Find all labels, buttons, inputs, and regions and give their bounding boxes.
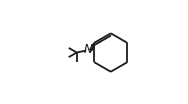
Text: N: N xyxy=(84,43,92,56)
